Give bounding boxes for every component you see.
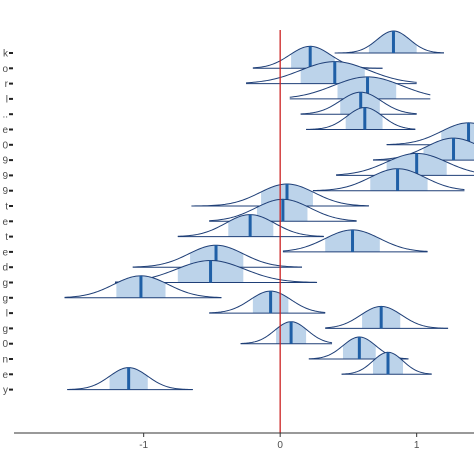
- density-curve: [372, 137, 474, 161]
- y-tick-label: t: [5, 202, 8, 213]
- density-curve: [336, 152, 474, 176]
- density-curve: [209, 290, 326, 314]
- ridge-rows: [64, 30, 474, 391]
- y-tick-label: k: [3, 49, 9, 60]
- x-tick-label: 0: [277, 440, 283, 451]
- x-axis-ticks: -1 0 1: [139, 433, 420, 451]
- x-tick-label: -1: [139, 440, 148, 451]
- y-tick-label: t: [5, 232, 8, 243]
- y-tick-label: 9: [2, 186, 8, 197]
- y-tick-label: g: [2, 293, 8, 304]
- y-tick-label: l: [6, 94, 8, 105]
- ridge-row: [341, 351, 432, 375]
- y-tick-label: l: [6, 309, 8, 320]
- ridge-row: [282, 229, 428, 253]
- density-curve: [300, 91, 417, 115]
- y-tick-label: ..: [2, 110, 8, 121]
- ridge-row: [177, 214, 324, 238]
- inner-interval: [300, 61, 365, 84]
- y-tick-label: g: [2, 324, 8, 335]
- y-tick-label: 0: [2, 140, 8, 151]
- density-curve: [240, 321, 333, 345]
- y-tick-label: 9: [2, 171, 8, 182]
- ridge-row: [67, 367, 193, 391]
- density-curve: [312, 168, 465, 192]
- y-tick-label: r: [5, 79, 9, 90]
- y-tick-label: g: [2, 278, 8, 289]
- y-tick-label: n: [2, 355, 8, 366]
- ridge-row: [334, 30, 444, 54]
- ridge-row: [312, 168, 465, 192]
- y-tick-label: o: [2, 64, 8, 75]
- y-tick-label: 9: [2, 156, 8, 167]
- ridge-row: [240, 321, 333, 345]
- y-tick-label: e: [2, 217, 8, 228]
- ridge-row: [325, 305, 449, 329]
- density-curve: [334, 30, 444, 54]
- ridge-row: [209, 198, 357, 222]
- y-tick-label: e: [2, 247, 8, 258]
- y-tick-label: d: [2, 263, 8, 274]
- density-curve: [282, 229, 428, 252]
- inner-interval: [423, 138, 474, 161]
- density-curve: [289, 76, 431, 98]
- density-curve: [325, 305, 449, 329]
- ridge-row: [372, 137, 474, 161]
- ridge-row: [64, 275, 222, 299]
- density-curve: [64, 275, 222, 299]
- y-tick-label: e: [2, 370, 8, 381]
- y-tick-label: e: [2, 125, 8, 136]
- x-tick-label: 1: [414, 440, 420, 451]
- ridge-row: [306, 107, 416, 130]
- y-tick-label: 0: [2, 339, 8, 350]
- ridge-row: [209, 290, 326, 314]
- density-curve: [246, 61, 417, 84]
- y-tick-label: y: [3, 385, 8, 396]
- density-curve: [306, 107, 416, 130]
